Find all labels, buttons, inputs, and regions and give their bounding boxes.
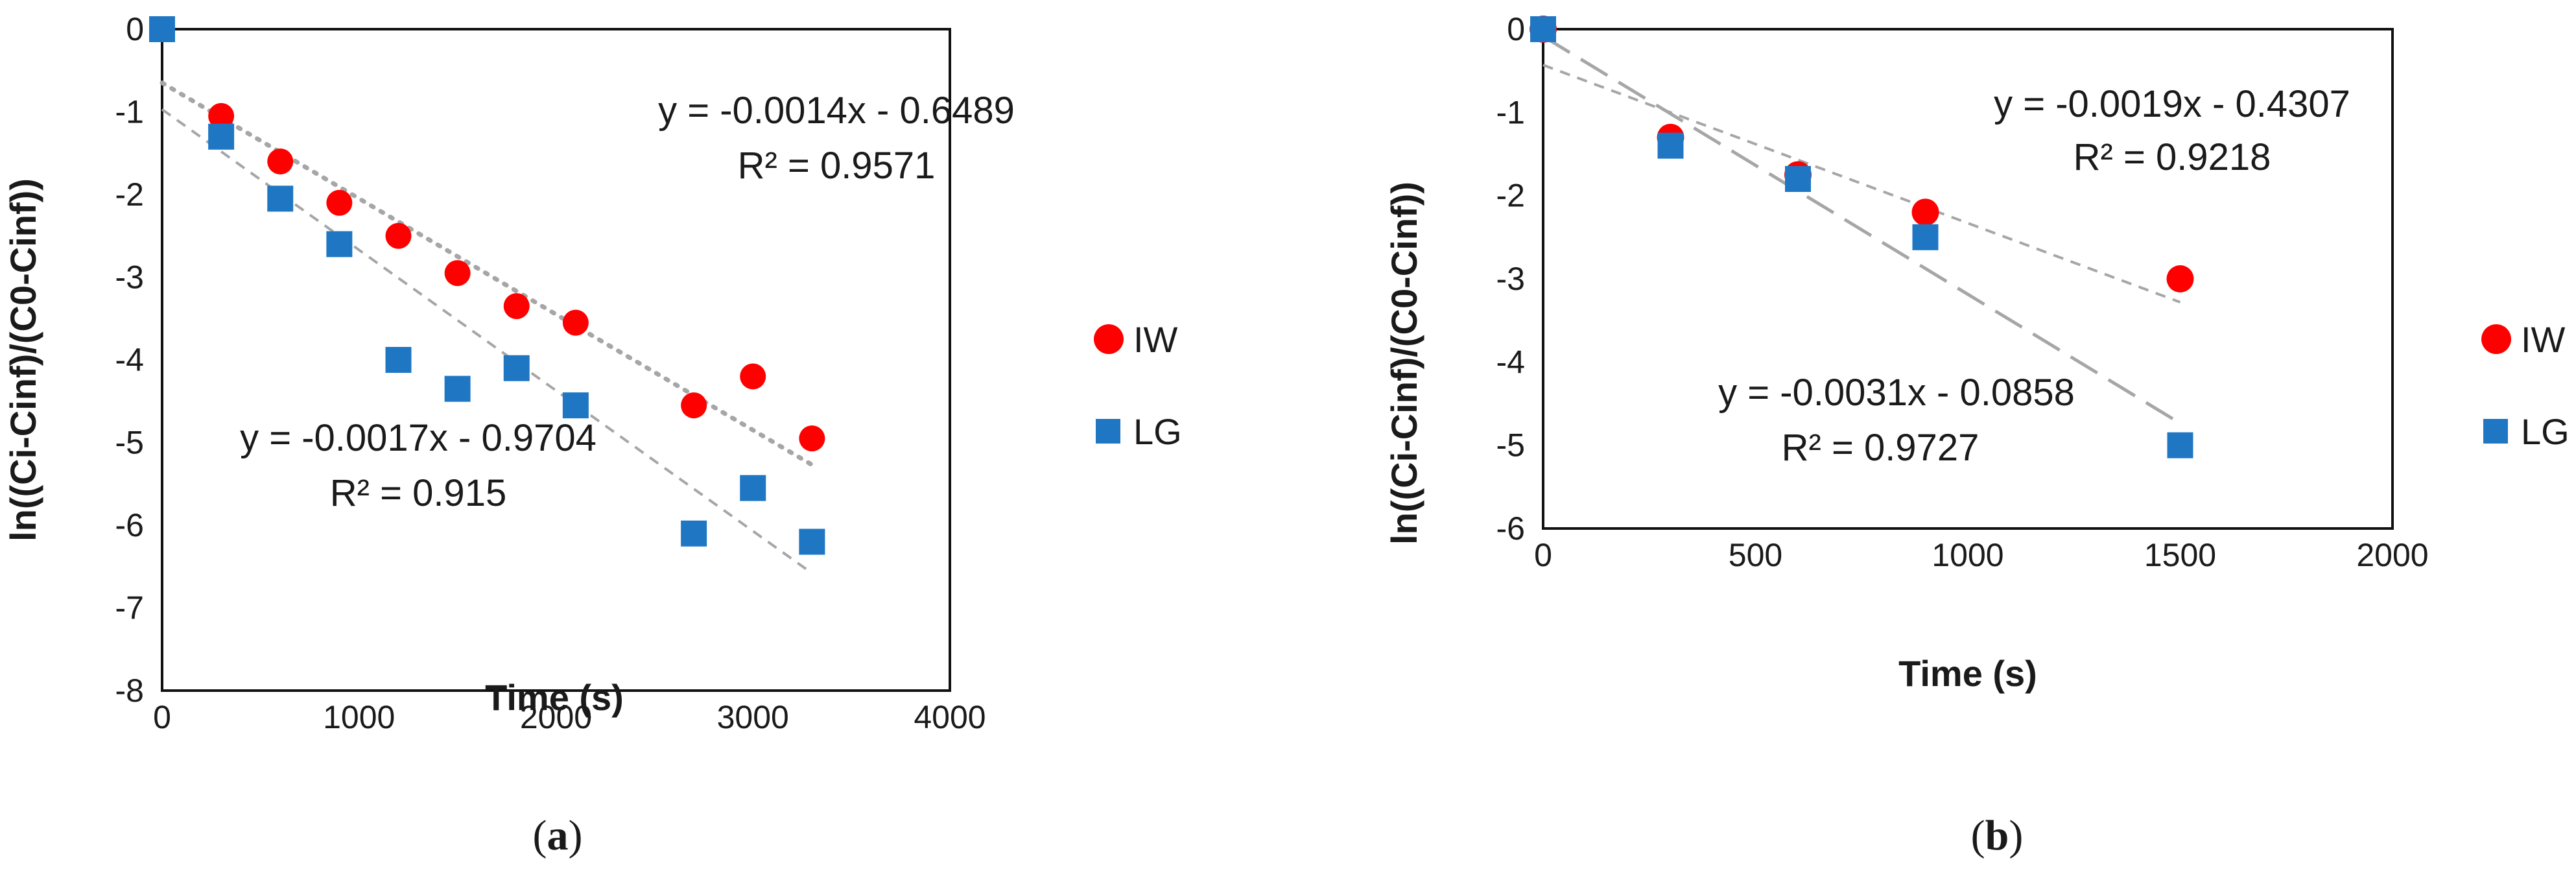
equation-lg-a: y = -0.0017x - 0.9704 (240, 417, 597, 459)
data-point-iw (681, 392, 707, 419)
y-tick-label: 0 (126, 11, 144, 47)
data-point-iw (740, 363, 766, 390)
y-tick-label: -7 (115, 590, 144, 626)
x-tick-label: 3000 (717, 699, 789, 735)
legend-label-iw-a: IW (1133, 319, 1178, 360)
trendlines-b (1542, 34, 2181, 425)
legend-b: IW LG (2481, 319, 2570, 452)
y-tick-label: -3 (115, 259, 144, 296)
x-tick-label: 1000 (323, 699, 395, 735)
legend-marker-lg-b (2483, 419, 2508, 444)
plot-frame-b (1542, 28, 2394, 530)
legend-marker-iw-b (2481, 324, 2511, 354)
ticks-a: 0 1000 2000 3000 4000 0 -1 -2 -3 -4 -5 -6 -7 -8 (115, 11, 986, 735)
chart-panel-a: 0 1000 2000 3000 4000 0 -1 -2 -3 -4 -5 -6 -7 -8 ln((C… (3, 11, 1182, 859)
data-point-lg (740, 475, 766, 501)
equation-iw-a: y = -0.0014x - 0.6489 (658, 89, 1015, 132)
legend-label-iw-b: IW (2521, 319, 2566, 360)
y-tick-label: 0 (1507, 11, 1525, 47)
r2-lg-b: R² = 0.9727 (1782, 427, 1979, 469)
data-point-iw (2166, 265, 2194, 292)
data-point-lg (326, 231, 353, 257)
data-point-lg (1912, 224, 1939, 250)
equation-lg-b: y = -0.0031x - 0.0858 (1718, 372, 2075, 414)
legend-label-lg-b: LG (2521, 411, 2570, 452)
y-tick-label: -3 (1496, 261, 1525, 297)
y-axis-title-a: ln((Ci-Cinf)/(C0-Cinf)) (3, 178, 43, 541)
legend-a: IW LG (1094, 319, 1182, 452)
data-point-lg (1785, 166, 1811, 192)
data-point-lg (208, 123, 235, 150)
equation-iw-b: y = -0.0019x - 0.4307 (1994, 83, 2350, 125)
trendline-iw (1542, 64, 2181, 303)
data-point-lg (503, 355, 530, 381)
data-point-iw (799, 425, 825, 452)
x-tick-label: 0 (1534, 537, 1552, 573)
data-point-lg (1530, 16, 1556, 42)
markers-a (149, 16, 825, 555)
y-tick-label: -2 (115, 176, 144, 213)
x-tick-label: 500 (1729, 537, 1782, 573)
legend-label-lg-a: LG (1133, 411, 1182, 452)
trendline-lg (1542, 34, 2181, 425)
y-tick-label: -1 (115, 94, 144, 130)
y-tick-label: -1 (1496, 94, 1525, 130)
data-point-lg (1657, 132, 1684, 159)
y-axis-title-b: ln((Ci-Cinf)/(C0-Cinf)) (1384, 182, 1424, 545)
panel-label-a: (a) (533, 812, 583, 859)
data-point-lg (267, 185, 294, 212)
data-point-iw (385, 222, 412, 249)
x-axis-title-a: Time (s) (485, 677, 624, 718)
y-tick-label: -6 (1496, 510, 1525, 547)
x-tick-label: 2000 (2356, 537, 2428, 573)
data-point-lg (2167, 432, 2193, 458)
y-tick-label: -6 (115, 507, 144, 543)
data-point-lg (149, 16, 175, 42)
y-tick-label: -2 (1496, 178, 1525, 214)
data-point-iw (267, 148, 294, 174)
data-point-lg (681, 520, 707, 547)
x-tick-label: 1000 (1932, 537, 2003, 573)
y-tick-label: -4 (1496, 344, 1525, 380)
data-point-iw (1911, 198, 1939, 226)
x-tick-label: 2000 (520, 699, 592, 735)
plot-frame-a (161, 28, 951, 692)
x-axis-title-b: Time (s) (1898, 653, 2037, 694)
data-point-iw (208, 102, 235, 129)
legend-marker-lg-a (1096, 419, 1120, 444)
ticks-b: 0 500 1000 1500 2000 0 -1 -2 -3 -4 -5 -6 (1496, 11, 2429, 573)
markers-b (1530, 16, 2194, 458)
trendline-iw (160, 80, 814, 468)
data-point-iw (444, 260, 471, 287)
r2-iw-b: R² = 0.9218 (2074, 136, 2271, 178)
data-point-lg (385, 347, 412, 373)
y-tick-label: -5 (1496, 427, 1525, 464)
x-tick-label: 4000 (914, 699, 986, 735)
panel-label-b: (b) (1971, 812, 2024, 859)
x-tick-label: 1500 (2144, 537, 2216, 573)
data-point-iw (326, 189, 353, 216)
x-tick-label: 0 (153, 699, 171, 735)
data-point-iw (562, 309, 589, 336)
r2-lg-a: R² = 0.915 (330, 472, 506, 514)
y-tick-label: -8 (115, 672, 144, 709)
data-point-iw (503, 293, 530, 320)
legend-marker-iw-a (1094, 324, 1124, 354)
y-tick-label: -5 (115, 425, 144, 461)
r2-iw-a: R² = 0.9571 (738, 145, 936, 187)
data-point-lg (562, 392, 589, 419)
data-point-lg (444, 375, 471, 402)
data-point-lg (799, 528, 825, 555)
y-tick-label: -4 (115, 342, 144, 378)
chart-panel-b: 0 500 1000 1500 2000 0 -1 -2 -3 -4 -5 -6 ln((Ci-Cin… (1384, 11, 2570, 859)
